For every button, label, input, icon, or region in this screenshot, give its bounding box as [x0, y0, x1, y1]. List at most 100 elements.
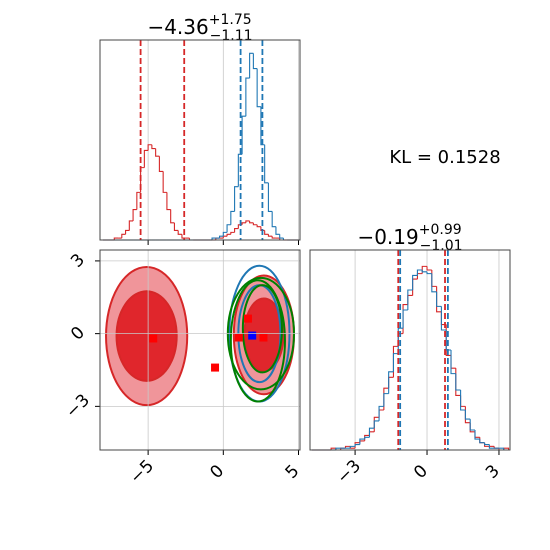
histogram-step — [155, 148, 160, 157]
histogram-step — [226, 224, 231, 233]
histogram-step — [450, 355, 456, 369]
histogram-step — [237, 153, 243, 187]
title-lower: −1.01 — [420, 238, 463, 254]
histogram-step — [252, 222, 258, 226]
histogram-step — [464, 406, 471, 424]
histogram-step — [260, 226, 265, 232]
histogram-step — [241, 115, 246, 155]
histogram-step — [249, 220, 254, 224]
histogram-step — [373, 420, 380, 429]
histogram-step — [416, 273, 423, 280]
histogram-step — [402, 309, 408, 329]
histogram-step — [271, 211, 276, 228]
histogram-step — [335, 447, 341, 450]
panel-frame — [99, 39, 301, 241]
title-lower: −1.11 — [210, 28, 253, 44]
histogram-step — [474, 431, 480, 438]
panel-title: −0.19+0.99 −1.01 — [357, 222, 462, 254]
histogram-step — [234, 228, 239, 233]
contour-layer — [105, 264, 295, 407]
histogram-step — [378, 409, 384, 418]
point — [259, 333, 268, 342]
histogram-step — [378, 405, 384, 421]
histogram-step — [354, 442, 360, 449]
histogram-step — [460, 390, 466, 411]
histogram-step — [256, 224, 261, 228]
histogram-step — [388, 371, 394, 394]
histogram-step — [170, 209, 175, 224]
histogram-step — [431, 270, 437, 287]
histogram-step — [158, 156, 164, 172]
histogram-step — [166, 192, 171, 211]
histogram-step — [264, 230, 269, 235]
histogram-step — [211, 237, 216, 240]
histogram-step — [455, 368, 461, 397]
histogram-step — [267, 234, 273, 237]
histogram-step — [407, 289, 413, 310]
histogram-step — [222, 231, 228, 237]
histogram-step — [436, 286, 442, 313]
histogram-step — [383, 387, 389, 410]
histogram-step — [426, 266, 432, 271]
histogram-step — [412, 274, 418, 290]
histogram-step — [436, 291, 442, 307]
histogram-step — [460, 395, 466, 407]
histogram-step — [279, 234, 284, 239]
histogram-step — [125, 229, 130, 235]
histogram-step — [226, 233, 231, 237]
histogram-step — [407, 294, 413, 305]
point — [149, 334, 158, 343]
histogram-step — [421, 270, 428, 273]
y-tick-label: −3 — [62, 390, 94, 422]
histogram-step — [234, 186, 239, 212]
histogram-step — [402, 303, 408, 334]
contour — [229, 279, 286, 403]
histogram-step — [230, 210, 235, 225]
x-tick-label: −5 — [126, 456, 158, 488]
histogram-step — [143, 149, 149, 168]
histogram-step — [455, 373, 461, 391]
histogram-step — [245, 77, 250, 117]
histogram-step — [136, 191, 141, 210]
histogram-step — [267, 182, 273, 212]
histogram-step — [479, 439, 485, 444]
point — [211, 363, 220, 372]
histogram-step — [271, 236, 276, 239]
x-tick-label: 0 — [410, 461, 432, 483]
histogram-step — [275, 226, 280, 235]
histogram-step — [388, 376, 394, 389]
histogram-step — [162, 171, 167, 193]
panel-title: −4.36+1.75 −1.11 — [147, 12, 252, 44]
histogram-step — [421, 265, 428, 274]
histogram-step — [383, 393, 389, 407]
histogram-step — [359, 438, 365, 445]
histogram-step — [412, 278, 418, 296]
histogram-step — [147, 144, 152, 151]
histogram-step — [121, 233, 126, 239]
histogram-step — [241, 222, 246, 225]
histogram-step — [245, 220, 250, 223]
histogram-step — [330, 447, 336, 450]
contour — [115, 290, 178, 382]
x-tick-label: 5 — [282, 461, 304, 483]
histogram-step — [368, 431, 375, 436]
histogram-step — [218, 235, 224, 239]
histogram-step — [373, 416, 380, 432]
panel-frame — [309, 249, 511, 451]
histogram-step — [113, 237, 119, 240]
histogram-step — [431, 273, 437, 293]
histogram-step — [230, 231, 235, 235]
histogram-step — [173, 222, 179, 232]
histogram-step — [474, 430, 480, 440]
histogram-step — [392, 353, 399, 372]
y-tick-label: 3 — [67, 250, 89, 272]
x-tick-label: 0 — [206, 461, 228, 483]
histogram-step — [252, 53, 258, 70]
histogram-step — [469, 419, 475, 431]
contour — [241, 284, 283, 374]
histogram-step — [364, 436, 370, 440]
histogram-step — [222, 235, 228, 239]
histogram-step — [177, 230, 182, 235]
title-upper: +1.75 — [209, 12, 252, 28]
histogram-step — [368, 427, 375, 438]
